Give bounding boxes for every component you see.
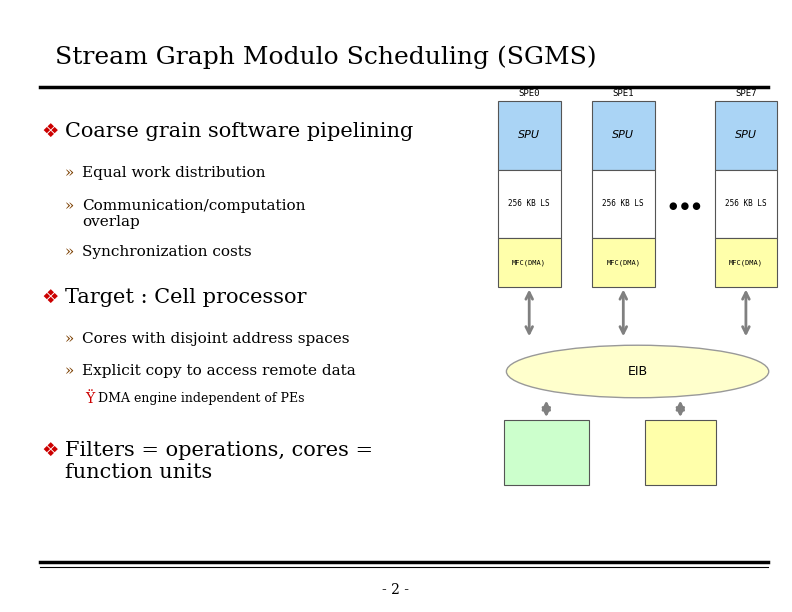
- Text: SPU: SPU: [735, 130, 757, 140]
- Text: Communication/computation
overlap: Communication/computation overlap: [82, 199, 306, 229]
- Text: Filters = operations, cores =
function units: Filters = operations, cores = function u…: [65, 441, 373, 482]
- Text: SPE7: SPE7: [735, 89, 756, 99]
- Text: ❖: ❖: [41, 122, 59, 141]
- Text: »: »: [65, 332, 74, 346]
- FancyBboxPatch shape: [714, 170, 777, 238]
- Text: Cores with disjoint address spaces: Cores with disjoint address spaces: [82, 332, 350, 346]
- Text: ❖: ❖: [41, 288, 59, 307]
- FancyBboxPatch shape: [592, 101, 655, 170]
- Text: EIB: EIB: [627, 365, 648, 378]
- Text: 256 KB LS: 256 KB LS: [603, 200, 644, 208]
- Text: 256 KB LS: 256 KB LS: [725, 200, 767, 208]
- Text: Coarse grain software pipelining: Coarse grain software pipelining: [65, 122, 413, 141]
- FancyBboxPatch shape: [498, 170, 561, 238]
- Text: Synchronization costs: Synchronization costs: [82, 245, 252, 259]
- Text: »: »: [65, 166, 74, 181]
- Text: SPE1: SPE1: [612, 89, 634, 99]
- Text: »: »: [65, 245, 74, 259]
- Text: Ÿ: Ÿ: [86, 392, 95, 406]
- Text: SPU: SPU: [612, 130, 634, 140]
- FancyBboxPatch shape: [498, 101, 561, 170]
- Text: SPU: SPU: [518, 130, 540, 140]
- Text: Explicit copy to access remote data: Explicit copy to access remote data: [82, 364, 356, 378]
- Text: - 2 -: - 2 -: [383, 583, 409, 597]
- Text: DRAM: DRAM: [669, 448, 691, 457]
- Text: Target : Cell processor: Target : Cell processor: [65, 288, 307, 307]
- Text: MFC(DMA): MFC(DMA): [729, 259, 763, 266]
- FancyBboxPatch shape: [498, 238, 561, 286]
- Text: DMA engine independent of PEs: DMA engine independent of PEs: [98, 392, 305, 405]
- Text: SPE0: SPE0: [519, 89, 540, 99]
- Text: PPE
(PowerPC): PPE (PowerPC): [526, 442, 567, 462]
- FancyBboxPatch shape: [592, 170, 655, 238]
- Ellipse shape: [506, 345, 769, 398]
- Text: MFC(DMA): MFC(DMA): [607, 259, 640, 266]
- FancyBboxPatch shape: [714, 238, 777, 286]
- FancyBboxPatch shape: [714, 101, 777, 170]
- Text: ❖: ❖: [41, 441, 59, 460]
- Text: 256 KB LS: 256 KB LS: [508, 200, 550, 208]
- Text: ● ● ●: ● ● ●: [668, 201, 700, 211]
- FancyBboxPatch shape: [504, 420, 589, 485]
- Text: Stream Graph Modulo Scheduling (SGMS): Stream Graph Modulo Scheduling (SGMS): [55, 46, 597, 69]
- FancyBboxPatch shape: [645, 420, 716, 485]
- Text: Equal work distribution: Equal work distribution: [82, 166, 266, 181]
- Text: MFC(DMA): MFC(DMA): [512, 259, 546, 266]
- Text: »: »: [65, 199, 74, 213]
- FancyBboxPatch shape: [592, 238, 655, 286]
- Text: »: »: [65, 364, 74, 378]
